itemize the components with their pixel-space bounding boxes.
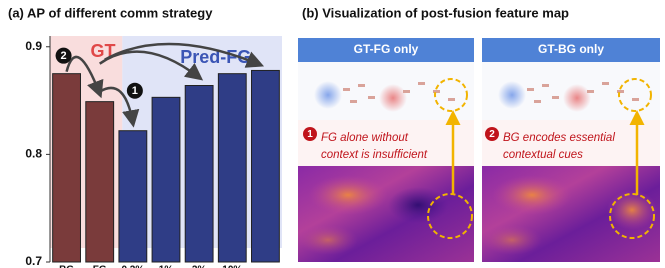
panel: GT-FG only 1 FG alone without context is…: [298, 38, 474, 262]
bar: [119, 131, 147, 262]
note-text: BG encodes essential: [503, 132, 615, 144]
note-text: context is insufficient: [321, 149, 428, 161]
figure: (a) AP of different comm strategy GTPred…: [0, 0, 665, 268]
note-badge-label: 2: [489, 129, 495, 140]
note-text: contextual cues: [503, 149, 583, 161]
y-tick-label: 0.8: [25, 147, 42, 161]
panel-header: GT-BG only: [538, 42, 604, 56]
x-tick-label: 2%: [192, 265, 207, 268]
bar: [152, 97, 180, 262]
marker-label: 2: [61, 50, 67, 62]
note-text: FG alone without: [321, 132, 409, 144]
bar: [218, 74, 246, 262]
x-tick-label: 0.2%: [121, 265, 144, 268]
bar: [185, 86, 213, 262]
figure-b-title: (b) Visualization of post-fusion feature…: [302, 5, 569, 20]
x-tick-label: BG: [59, 265, 74, 268]
note-badge-label: 1: [307, 129, 313, 140]
y-tick-label: 0.7: [25, 254, 42, 268]
x-tick-label: 10%: [222, 265, 242, 268]
bar: [53, 74, 81, 262]
y-tick-label: 0.9: [25, 39, 42, 53]
x-tick-label: 1%: [159, 265, 174, 268]
panel: GT-BG only 2 BG encodes essential contex…: [482, 38, 660, 262]
x-tick-label: FG: [93, 265, 107, 268]
marker-label: 1: [132, 85, 138, 97]
bar: [86, 102, 114, 262]
bar: [252, 70, 280, 262]
chart-title: (a) AP of different comm strategy: [8, 5, 213, 20]
panel-header: GT-FG only: [354, 42, 419, 56]
